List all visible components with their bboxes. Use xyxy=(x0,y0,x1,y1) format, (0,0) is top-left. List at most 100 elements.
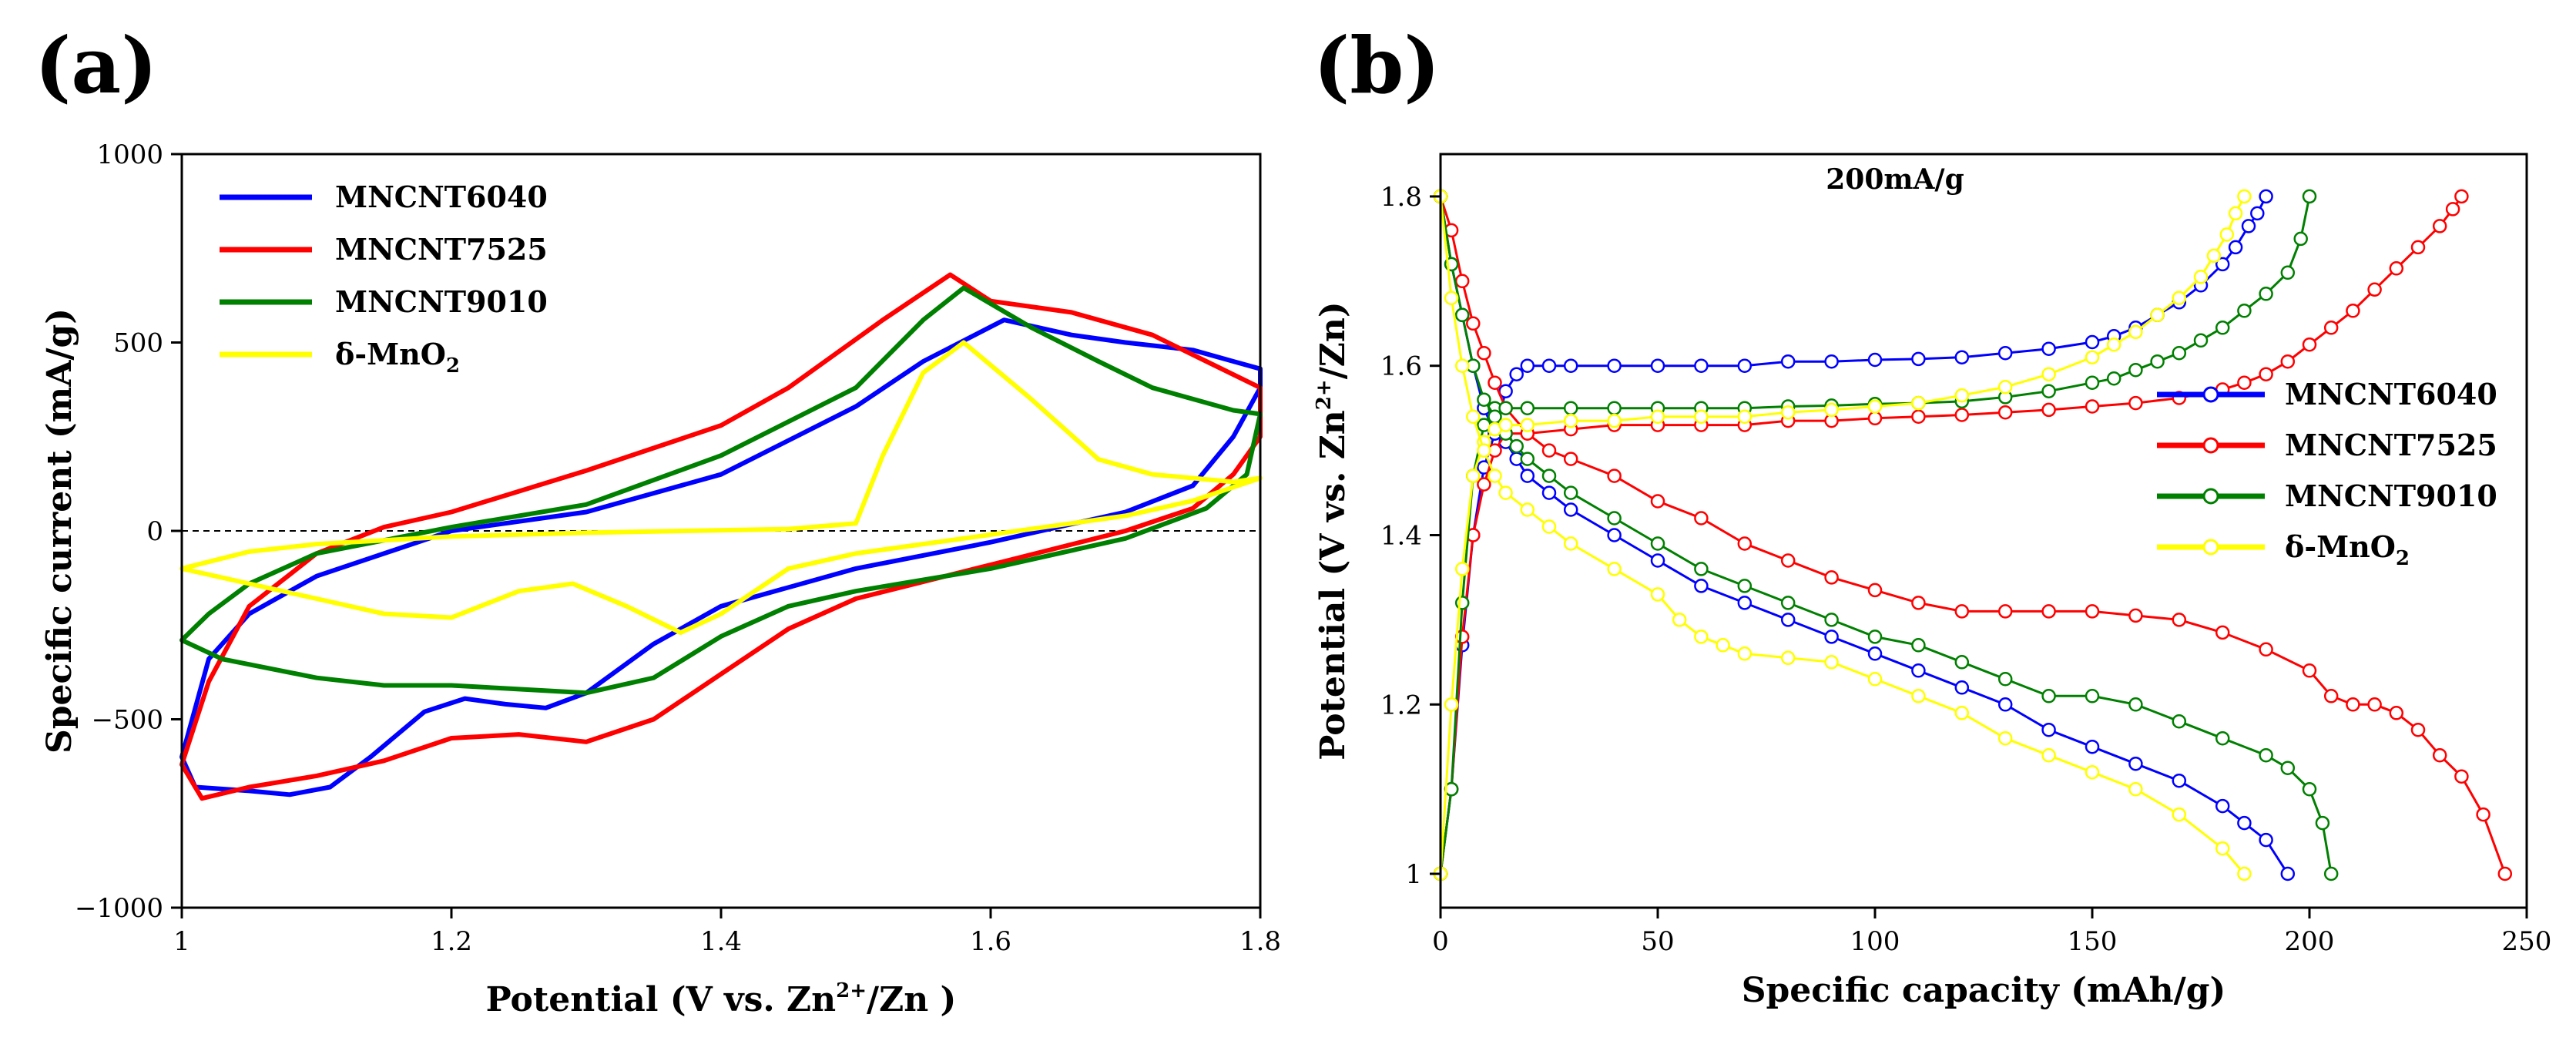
panel-b-legend: MNCNT6040 MNCNT7525 MNCNT9010 δ-MnO2 xyxy=(2157,377,2497,570)
panel-b-data-point xyxy=(1454,596,1470,610)
panel-a-y-tick-label: −1000 xyxy=(75,893,163,924)
panel-a-y-tick-label: 0 xyxy=(146,516,163,547)
panel-b-legend-label: MNCNT7525 xyxy=(2285,428,2497,462)
panel-b-data-point xyxy=(1737,646,1753,661)
panel-b-data-point xyxy=(1488,375,1502,390)
panel-b-data-point xyxy=(2041,367,2056,381)
panel-b-x-axis-title: Specific capacity (mAh/g) xyxy=(1742,971,2226,1010)
panel-b-data-point xyxy=(2215,798,2230,814)
panel-b-data-point xyxy=(1694,358,1709,373)
panel-b-data-point xyxy=(2237,304,2252,318)
panel-b-data-point xyxy=(1694,562,1709,576)
panel-b-data-point xyxy=(2085,334,2100,350)
panel-b-data-point xyxy=(1466,316,1481,331)
panel-b-data-point xyxy=(2410,240,2426,255)
panel-b-data-point xyxy=(2172,613,2187,627)
panel-b-data-point xyxy=(2346,304,2360,318)
panel-b-data-point xyxy=(1477,477,1491,492)
panel-b-data-point xyxy=(2106,337,2122,352)
panel-b-data-point xyxy=(2085,399,2100,414)
panel-b-y-tick-label: 1.2 xyxy=(1380,690,1422,720)
panel-a-x-tick-label: 1.4 xyxy=(700,926,742,957)
panel-a-y-tick-label: −500 xyxy=(92,705,163,736)
panel-b-data-point xyxy=(1997,405,2013,420)
panel-b-data-point xyxy=(1520,468,1535,483)
panel-b-data-point xyxy=(2497,866,2513,881)
panel-b-data-point xyxy=(2367,282,2382,297)
panel-b-data-point xyxy=(1454,562,1470,576)
panel-b-data-point xyxy=(1563,502,1578,517)
panel-b-data-point xyxy=(2259,747,2273,763)
panel-b-data-point xyxy=(1954,604,1970,619)
panel-b-data-point xyxy=(1716,638,1730,653)
panel-b-data-point xyxy=(1867,583,1883,598)
panel-b-data-point xyxy=(2172,290,2187,306)
panel-b-data-point xyxy=(2041,604,2056,619)
panel-b-data-point xyxy=(1911,596,1926,610)
panel-b-data-point xyxy=(2172,714,2187,729)
panel-b-x-tick-label: 100 xyxy=(1850,926,1900,957)
panel-b-data-point xyxy=(2128,781,2143,797)
panel-b-legend-marker xyxy=(2202,437,2219,454)
panel-b-data-point xyxy=(2106,371,2122,386)
panel-a-legend-label: MNCNT9010 xyxy=(335,284,548,319)
panel-b-data-point xyxy=(2228,240,2243,255)
panel-b-data-point xyxy=(1997,730,2013,746)
panel-b-data-point xyxy=(2432,747,2447,763)
panel-b-data-point xyxy=(1650,536,1665,551)
panel-b-frame xyxy=(1439,153,2528,909)
panel-b-data-point xyxy=(1737,536,1753,551)
panel-b-data-point xyxy=(1780,405,1796,420)
panel-b: (b) 200mA/g 0 50 100 150 200 250 1 1.2 1.4 1.6 1.8… xyxy=(1313,20,2551,1010)
panel-b-series-line xyxy=(1439,196,2289,875)
panel-b-data-point xyxy=(1867,646,1883,661)
panel-b-x-tick-label: 50 xyxy=(1641,926,1674,957)
panel-b-data-point xyxy=(1541,468,1557,483)
panel-b-data-point xyxy=(2193,270,2209,284)
panel-b-legend-marker xyxy=(2202,488,2219,505)
panel-b-data-point xyxy=(1911,689,1926,703)
panel-b-data-point xyxy=(1607,562,1622,576)
panel-b-data-point xyxy=(2085,350,2100,364)
panel-b-data-point xyxy=(1650,494,1665,509)
panel-b-data-point xyxy=(2228,206,2243,221)
panel-b-data-point xyxy=(2280,761,2296,775)
panel-b-data-point xyxy=(1911,663,1926,678)
panel-b-data-point xyxy=(1867,672,1883,687)
panel-b-data-point xyxy=(1672,613,1687,627)
panel-b-x-tick-label: 250 xyxy=(2502,926,2552,957)
panel-b-data-point xyxy=(1607,528,1622,542)
panel-b-data-point xyxy=(2237,375,2252,390)
panel-b-y-tick-label: 1.6 xyxy=(1380,351,1422,382)
panel-b-rate-annotation: 200mA/g xyxy=(1826,163,1964,196)
panel-b-data-point xyxy=(1520,418,1535,432)
panel-b-data-point xyxy=(1509,367,1524,381)
panel-b-data-point xyxy=(1867,630,1883,644)
panel-b-data-point xyxy=(2085,604,2100,619)
panel-b-data-point xyxy=(2041,402,2056,418)
panel-b-data-point xyxy=(1737,409,1753,424)
panel-b-x-tick-label: 0 xyxy=(1432,926,1449,957)
panel-b-data-point xyxy=(1607,413,1622,428)
panel-b-data-point xyxy=(2150,307,2165,323)
panel-b-data-point xyxy=(2215,321,2230,335)
panel-b-data-point xyxy=(1737,596,1753,610)
panel-b-legend-marker xyxy=(2202,539,2219,556)
panel-b-data-point xyxy=(1488,409,1502,424)
panel-b-data-point xyxy=(1650,553,1665,568)
panel-b-data-point xyxy=(2432,219,2447,233)
panel-b-data-point xyxy=(1520,358,1535,373)
panel-b-data-point xyxy=(2128,697,2143,712)
panel-b-data-point xyxy=(1997,379,2013,395)
panel-b-data-point xyxy=(2250,206,2265,221)
panel-b-data-point xyxy=(1541,519,1557,534)
panel-b-data-point xyxy=(2215,257,2230,272)
panel-b-data-point xyxy=(2128,608,2143,623)
panel-b-data-point xyxy=(2041,747,2056,763)
panel-b-data-point xyxy=(2172,345,2187,361)
panel-b-data-point xyxy=(1954,388,1970,403)
panel-b-x-tick-label: 150 xyxy=(2068,926,2118,957)
panel-a-y-tick-label: 1000 xyxy=(96,139,163,170)
panel-b-data-point xyxy=(2219,227,2235,242)
